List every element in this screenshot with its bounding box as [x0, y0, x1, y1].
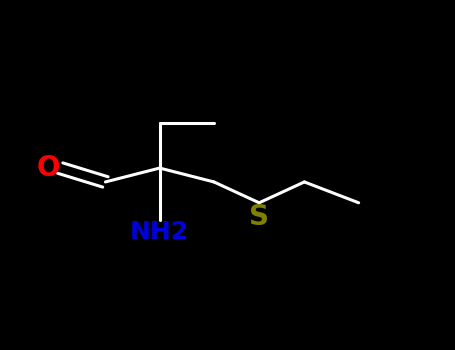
- Text: S: S: [249, 203, 269, 231]
- Text: O: O: [37, 154, 60, 182]
- Text: NH2: NH2: [130, 220, 189, 244]
